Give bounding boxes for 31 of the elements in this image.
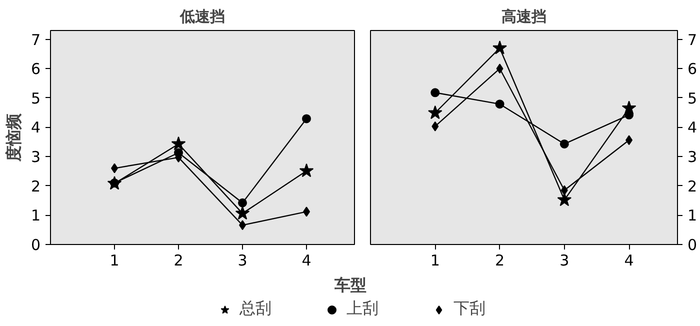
y-tick-label: 3 [30,148,41,166]
x-tick-label: 2 [174,252,184,270]
legend-label: 下刮 [454,298,486,320]
x-tick-label: 2 [494,252,505,270]
y-tick-label: 2 [688,177,698,196]
y-axis-title: 度恼频 [4,112,23,162]
y-tick-label: 4 [30,118,41,137]
chart-title: 低速挡 [179,8,225,26]
x-tick-label: 4 [624,252,634,270]
y-tick-label: 3 [688,148,698,166]
y-tick-label: 7 [688,30,698,49]
y-tick-label: 7 [30,30,41,49]
y-tick-label: 6 [688,60,698,78]
legend-label: 上刮 [346,298,378,320]
x-tick-label: 4 [302,252,312,270]
y-tick-label: 2 [30,177,41,196]
x-axis-title: 车型 [334,276,366,294]
y-tick-label: 0 [30,236,41,254]
x-tick-label: 1 [430,252,440,270]
y-tick-label: 1 [688,206,698,225]
y-tick-label: 5 [30,89,41,108]
x-tick-label: 3 [560,252,570,270]
y-tick-label: 0 [688,236,698,254]
x-tick-label: 1 [110,252,120,270]
y-tick-label: 4 [688,118,698,137]
y-tick-label: 1 [30,206,41,225]
y-tick-label: 6 [30,60,41,78]
legend-label: 总刮 [240,298,272,320]
x-tick-label: 3 [238,252,248,270]
chart-title: 高速挡 [502,8,546,26]
y-tick-label: 5 [688,89,698,108]
